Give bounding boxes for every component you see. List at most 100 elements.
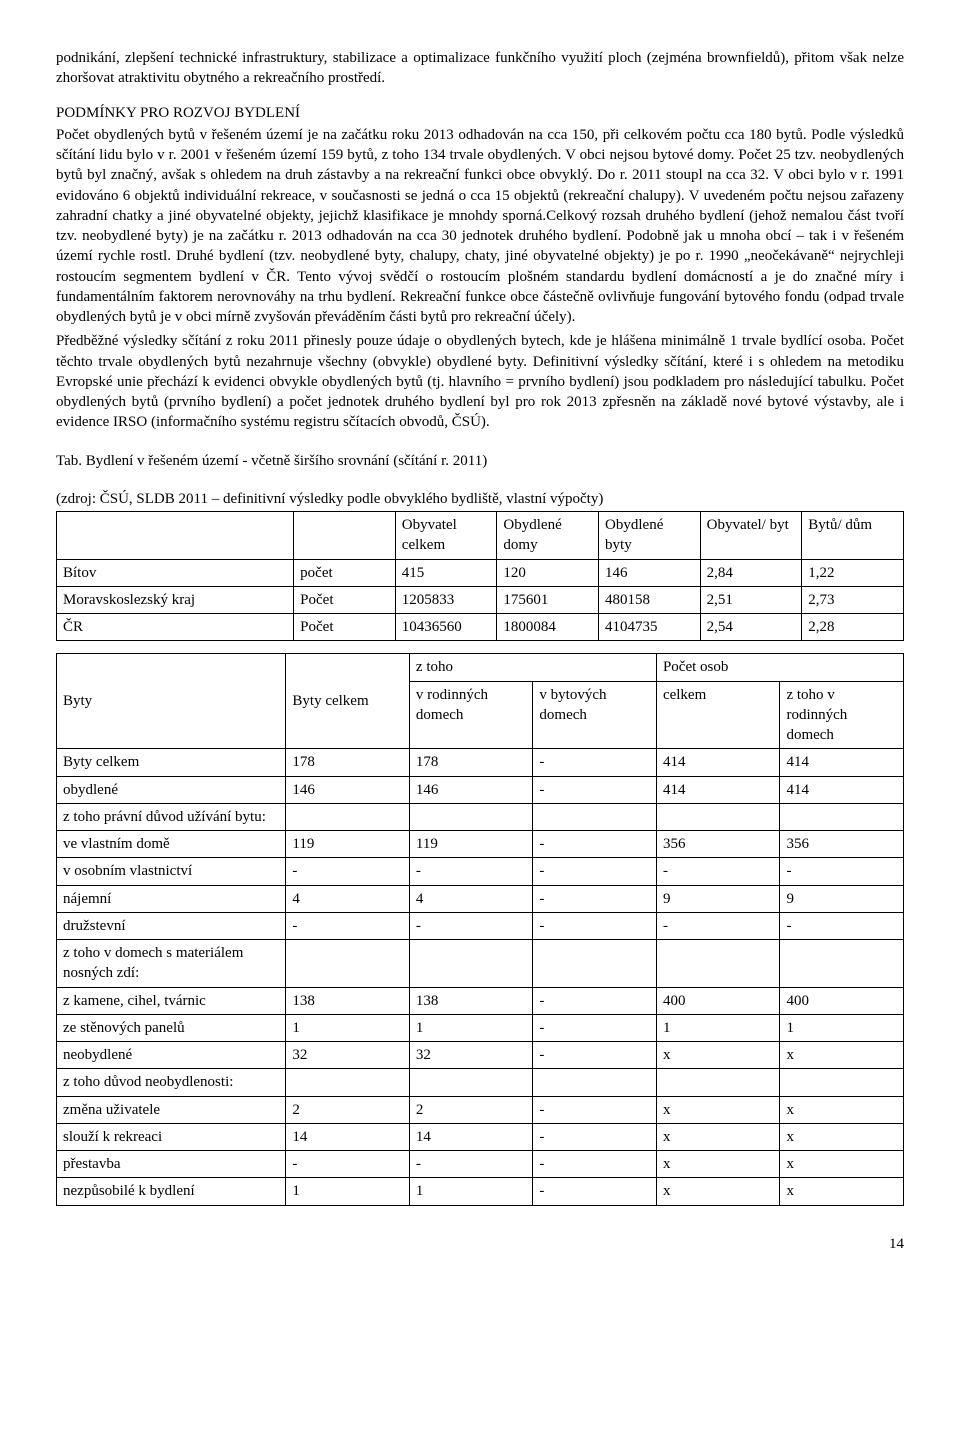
table-cell (286, 1069, 410, 1096)
table-cell (780, 940, 904, 988)
table-row: neobydlené3232-xx (57, 1042, 904, 1069)
table-cell: x (656, 1096, 780, 1123)
table-cell: 356 (780, 831, 904, 858)
table-cell: 2 (286, 1096, 410, 1123)
table-row: v osobním vlastnictví----- (57, 858, 904, 885)
table-cell: 14 (286, 1123, 410, 1150)
table-cell: z toho důvod neobydlenosti: (57, 1069, 286, 1096)
table-cell: přestavba (57, 1151, 286, 1178)
table-cell (656, 803, 780, 830)
table-cell: 2,84 (700, 559, 802, 586)
table-cell: x (780, 1042, 904, 1069)
table-header (57, 512, 294, 560)
table-row: Bítov počet 415 120 146 2,84 1,22 (57, 559, 904, 586)
table-cell (533, 1069, 657, 1096)
table-cell: x (780, 1151, 904, 1178)
table-cell: 400 (780, 987, 904, 1014)
table-header: celkem (656, 681, 780, 749)
table-cell: 146 (599, 559, 701, 586)
table-cell: x (656, 1151, 780, 1178)
table-cell: 480158 (599, 586, 701, 613)
table-cell: - (533, 776, 657, 803)
body-paragraph-2: Předběžné výsledky sčítání z roku 2011 p… (56, 331, 904, 432)
table-row: Obyvatel celkem Obydlené domy Obydlené b… (57, 512, 904, 560)
table-cell: - (533, 912, 657, 939)
table-row: slouží k rekreaci1414-xx (57, 1123, 904, 1150)
table-cell: - (533, 1042, 657, 1069)
table-cell: 414 (780, 776, 904, 803)
table-cell: 14 (409, 1123, 533, 1150)
table-cell: - (286, 912, 410, 939)
table-cell: - (286, 858, 410, 885)
table-cell: 9 (656, 885, 780, 912)
table-cell: změna uživatele (57, 1096, 286, 1123)
table-cell: 1 (409, 1014, 533, 1041)
table-cell: 1 (656, 1014, 780, 1041)
table-cell: 175601 (497, 586, 599, 613)
page-number: 14 (56, 1234, 904, 1254)
table-header: v rodinných domech (409, 681, 533, 749)
table-header: Obydlené domy (497, 512, 599, 560)
table-cell: x (780, 1123, 904, 1150)
table-cell: - (409, 912, 533, 939)
table-cell: - (656, 858, 780, 885)
table-cell: z toho právní důvod užívání bytu: (57, 803, 286, 830)
table-cell: 146 (409, 776, 533, 803)
table-cell (656, 940, 780, 988)
table-cell: - (533, 1151, 657, 1178)
table-row: z kamene, cihel, tvárnic138138-400400 (57, 987, 904, 1014)
table-cell: 138 (409, 987, 533, 1014)
table-row: změna uživatele22-xx (57, 1096, 904, 1123)
intro-paragraph: podnikání, zlepšení technické infrastruk… (56, 48, 904, 89)
table-cell: 32 (409, 1042, 533, 1069)
table-cell: 1,22 (802, 559, 904, 586)
table-cell: 4 (409, 885, 533, 912)
table-header: Obydlené byty (599, 512, 701, 560)
table-cell: Počet (294, 614, 396, 641)
table-header: Byty celkem (286, 654, 410, 749)
table-cell: 1 (286, 1014, 410, 1041)
table-cell: 414 (780, 749, 904, 776)
table-cell: Bítov (57, 559, 294, 586)
table-cell: 32 (286, 1042, 410, 1069)
table-row: ze stěnových panelů11-11 (57, 1014, 904, 1041)
table-caption-1: Tab. Bydlení v řešeném území - včetně ši… (56, 451, 904, 471)
table-header: Obyvatel/ byt (700, 512, 802, 560)
table-cell: - (533, 1096, 657, 1123)
table-row: z toho důvod neobydlenosti: (57, 1069, 904, 1096)
table-cell: 119 (409, 831, 533, 858)
table-header: Byty (57, 654, 286, 749)
table-cell: 2,51 (700, 586, 802, 613)
table-cell: - (780, 858, 904, 885)
table-cell: družstevní (57, 912, 286, 939)
table-cell: - (780, 912, 904, 939)
body-paragraph-1: Počet obydlených bytů v řešeném území je… (56, 125, 904, 328)
table-cell: ČR (57, 614, 294, 641)
table-row: nájemní44-99 (57, 885, 904, 912)
table-row: obydlené146146-414414 (57, 776, 904, 803)
table-cell: - (533, 749, 657, 776)
table-row: ČR Počet 10436560 1800084 4104735 2,54 2… (57, 614, 904, 641)
table-cell: x (780, 1178, 904, 1205)
table-caption-2: (zdroj: ČSÚ, SLDB 2011 – definitivní výs… (56, 489, 904, 509)
table-cell: nájemní (57, 885, 286, 912)
table-row: Moravskoslezský kraj Počet 1205833 17560… (57, 586, 904, 613)
table-cell: 138 (286, 987, 410, 1014)
table-cell: Počet (294, 586, 396, 613)
table-cell: 2,28 (802, 614, 904, 641)
table-cell: 1800084 (497, 614, 599, 641)
table-cell: x (656, 1123, 780, 1150)
table-cell: v osobním vlastnictví (57, 858, 286, 885)
table-cell: z kamene, cihel, tvárnic (57, 987, 286, 1014)
table-cell: - (409, 858, 533, 885)
table-row: družstevní----- (57, 912, 904, 939)
table-cell: - (533, 858, 657, 885)
table-header: Počet osob (656, 654, 903, 681)
table-cell: - (533, 831, 657, 858)
table-cell: 414 (656, 749, 780, 776)
table-cell: ze stěnových panelů (57, 1014, 286, 1041)
table-header: Obyvatel celkem (395, 512, 497, 560)
table-cell (409, 1069, 533, 1096)
table-cell: 2,73 (802, 586, 904, 613)
table-detail: Byty Byty celkem z toho Počet osob v rod… (56, 653, 904, 1205)
